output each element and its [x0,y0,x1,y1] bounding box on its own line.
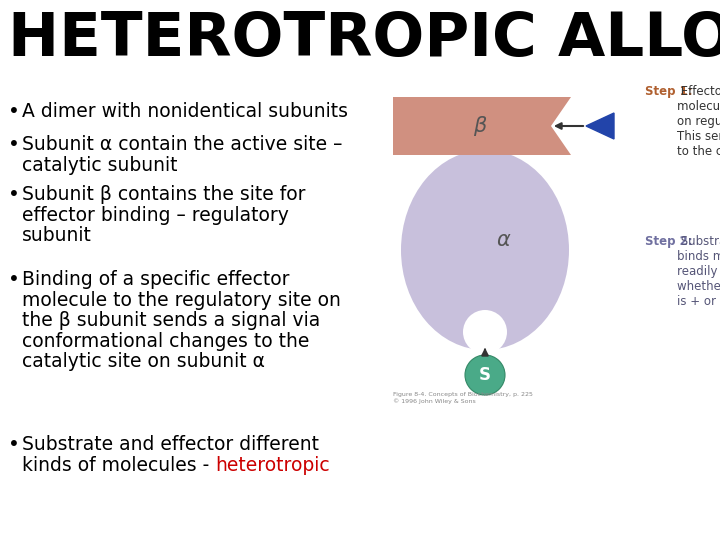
Text: •: • [8,185,20,204]
Text: catalytic site on subunit α: catalytic site on subunit α [22,352,265,371]
Text: A dimer with nonidentical subunits: A dimer with nonidentical subunits [22,102,348,121]
Text: effector binding – regulatory: effector binding – regulatory [22,206,289,225]
Text: molecule to the regulatory site on: molecule to the regulatory site on [22,291,341,309]
Polygon shape [393,97,571,155]
Text: Subunit β contains the site for: Subunit β contains the site for [22,185,305,204]
Text: Step 2:: Step 2: [645,235,693,248]
Text: Subunit α contain the active site –: Subunit α contain the active site – [22,135,343,154]
Ellipse shape [401,150,569,350]
Text: Step 1:: Step 1: [645,85,693,98]
Circle shape [465,355,505,395]
Text: β: β [473,116,487,136]
Text: HETEROTROPIC ALLOSTERISM: HETEROTROPIC ALLOSTERISM [8,10,720,69]
Text: •: • [8,135,20,154]
Text: Effector
molecule binds to site
on regulatory subunit.
This sends a message
to t: Effector molecule binds to site on regul… [677,85,720,158]
Text: the β subunit sends a signal via: the β subunit sends a signal via [22,311,320,330]
Text: •: • [8,435,20,454]
Text: heterotropic: heterotropic [215,456,330,475]
Circle shape [463,310,507,354]
Text: •: • [8,102,20,121]
Text: •: • [8,270,20,289]
Text: catalytic subunit: catalytic subunit [22,156,178,174]
Polygon shape [586,113,614,139]
Text: conformational changes to the: conformational changes to the [22,332,310,350]
Text: α: α [496,230,510,250]
Text: Substrate
binds more or less
readily depending on
whether the effector
is + or –: Substrate binds more or less readily dep… [677,235,720,308]
Text: Binding of a specific effector: Binding of a specific effector [22,270,289,289]
Text: subunit: subunit [22,226,92,245]
Text: Substrate and effector different: Substrate and effector different [22,435,319,454]
Text: Figure 8-4. Concepts of Biochemistry, p. 225
© 1996 John Wiley & Sons: Figure 8-4. Concepts of Biochemistry, p.… [393,392,533,403]
Text: S: S [479,366,491,384]
Text: kinds of molecules -: kinds of molecules - [22,456,215,475]
